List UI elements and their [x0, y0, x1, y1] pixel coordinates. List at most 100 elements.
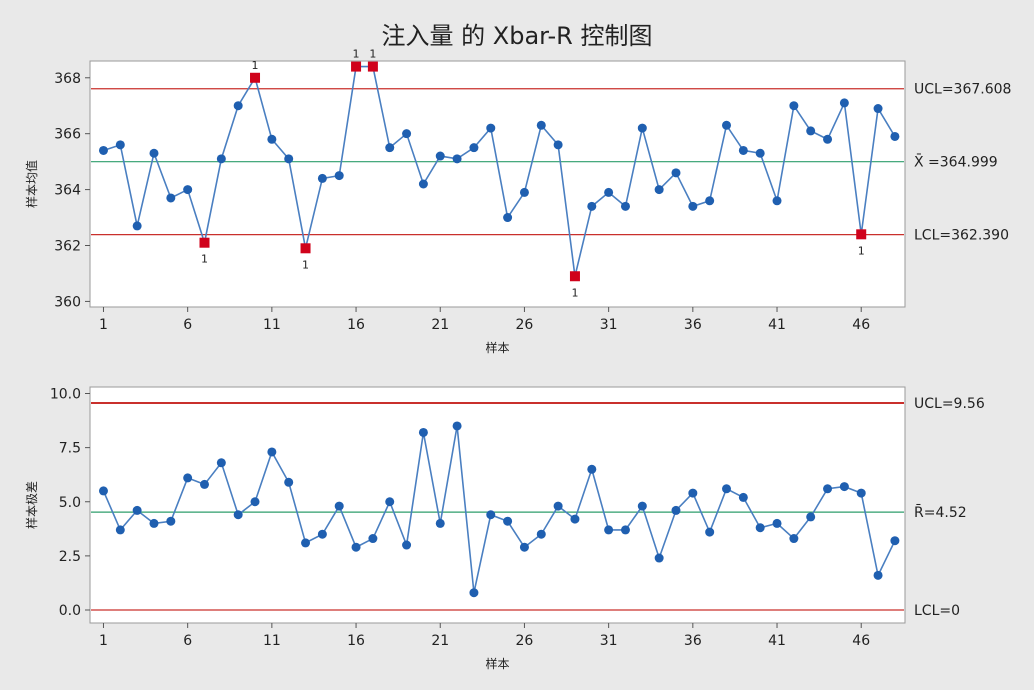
y-tick-label: 0.0	[59, 603, 81, 619]
data-point	[873, 570, 883, 580]
x-tick-label: 31	[600, 633, 618, 649]
data-point	[890, 131, 900, 141]
y-axis-title: 样本均值	[24, 160, 39, 208]
y-tick-label: 5.0	[59, 495, 81, 511]
plot-area	[89, 386, 906, 624]
x-tick-label: 26	[516, 317, 534, 333]
series-line	[103, 65, 896, 277]
x-axis-title: 样本	[485, 340, 509, 355]
data-point	[368, 534, 378, 544]
data-point	[890, 536, 900, 546]
x-tick-label: 1	[99, 317, 108, 333]
x-tick-label: 31	[600, 317, 618, 333]
data-point	[132, 505, 142, 515]
y-tick-label: 368	[54, 71, 81, 87]
data-point	[688, 201, 698, 211]
data-point	[98, 145, 108, 155]
data-point	[334, 501, 344, 511]
data-point	[789, 534, 799, 544]
data-point	[823, 134, 833, 144]
data-point	[789, 101, 799, 111]
flag-label: 1	[302, 258, 309, 271]
data-point	[519, 187, 529, 197]
data-point	[772, 518, 782, 528]
ucl-label: UCL=367.608	[914, 82, 1011, 98]
data-point	[98, 486, 108, 496]
x-tick-label: 6	[183, 317, 192, 333]
data-point	[806, 512, 816, 522]
data-point	[637, 501, 647, 511]
data-point	[620, 525, 630, 535]
flagged-data-point	[199, 237, 210, 248]
data-point	[284, 477, 294, 487]
flag-label: 1	[571, 286, 578, 299]
data-point	[200, 479, 210, 489]
data-point	[823, 484, 833, 494]
data-point	[351, 542, 361, 552]
data-point	[671, 168, 681, 178]
data-point	[216, 458, 226, 468]
data-point	[233, 101, 243, 111]
x-tick-label: 46	[852, 317, 870, 333]
data-point	[284, 154, 294, 164]
data-point	[772, 196, 782, 206]
x-tick-label: 16	[347, 633, 365, 649]
x-tick-label: 1	[99, 633, 108, 649]
flagged-data-point	[250, 72, 261, 83]
data-point	[755, 523, 765, 533]
data-point	[233, 510, 243, 520]
data-point	[637, 123, 647, 133]
data-point	[503, 213, 513, 223]
data-point	[385, 143, 395, 153]
data-point	[385, 497, 395, 507]
x-tick-label: 11	[263, 317, 281, 333]
y-tick-label: 2.5	[59, 549, 81, 565]
y-tick-label: 360	[54, 294, 81, 310]
data-point	[334, 171, 344, 181]
data-point	[755, 148, 765, 158]
x-tick-label: 36	[684, 633, 702, 649]
flagged-data-point	[856, 229, 867, 240]
x-tick-label: 21	[431, 633, 449, 649]
y-tick-label: 7.5	[59, 441, 81, 457]
y-tick-label: 364	[54, 183, 81, 199]
data-point	[486, 510, 496, 520]
flag-label: 1	[201, 253, 208, 266]
x-tick-label: 11	[263, 633, 281, 649]
x-tick-label: 6	[183, 633, 192, 649]
data-point	[688, 488, 698, 498]
x-tick-label: 41	[768, 633, 786, 649]
data-point	[654, 553, 664, 563]
data-point	[570, 514, 580, 524]
plot-area	[89, 60, 906, 308]
y-tick-label: 366	[54, 127, 81, 143]
x-tick-label: 16	[347, 317, 365, 333]
flag-label: 1	[858, 244, 865, 257]
y-tick-label: 362	[54, 239, 81, 255]
data-point	[183, 473, 193, 483]
x-tick-label: 46	[852, 633, 870, 649]
data-point	[435, 151, 445, 161]
data-point	[183, 185, 193, 195]
data-point	[402, 540, 412, 550]
x-tick-label: 21	[431, 317, 449, 333]
data-point	[418, 179, 428, 189]
data-point	[553, 501, 563, 511]
data-point	[503, 516, 513, 526]
data-point	[469, 143, 479, 153]
data-point	[267, 447, 277, 457]
data-point	[839, 98, 849, 108]
data-point	[149, 148, 159, 158]
data-point	[418, 427, 428, 437]
data-point	[553, 140, 563, 150]
data-point	[317, 529, 327, 539]
data-point	[738, 145, 748, 155]
data-point	[402, 129, 412, 139]
data-point	[469, 588, 479, 598]
x-axis-title: 样本	[485, 656, 509, 671]
data-point	[452, 421, 462, 431]
data-point	[604, 187, 614, 197]
data-point	[216, 154, 226, 164]
data-point	[301, 538, 311, 548]
